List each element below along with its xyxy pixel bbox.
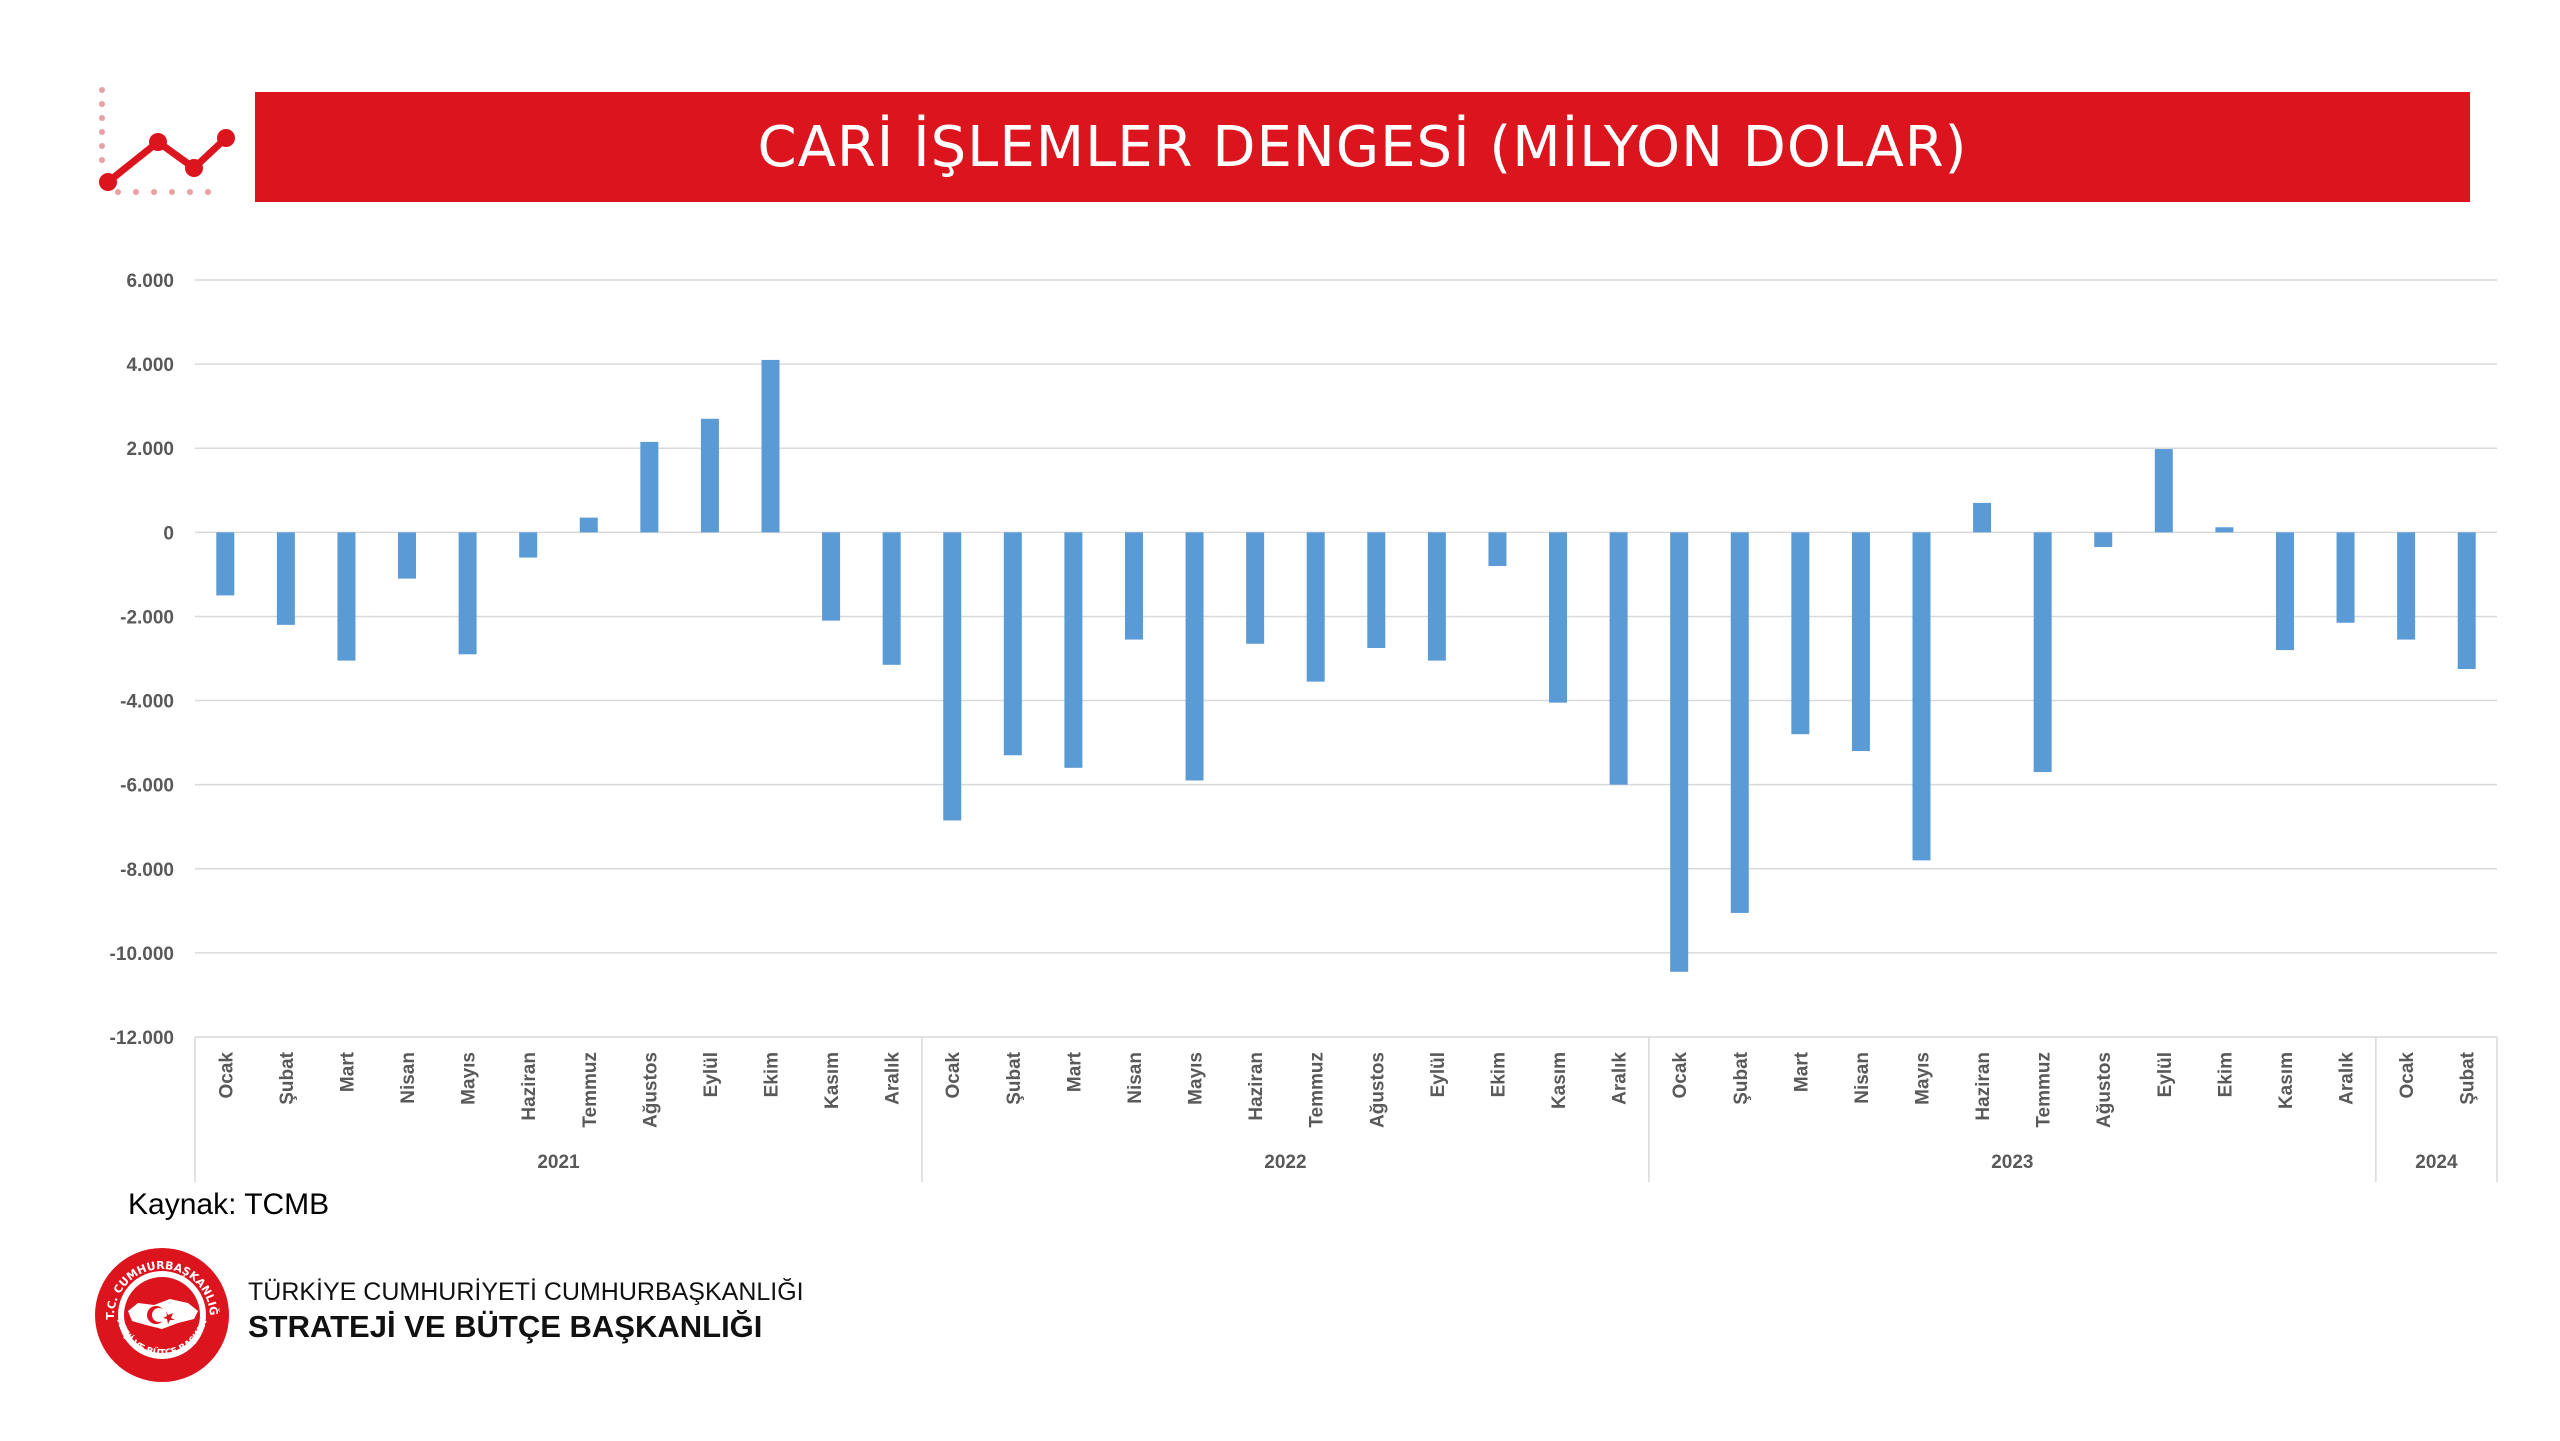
x-category-label: Kasım	[1549, 1052, 1570, 1109]
bar	[1367, 532, 1386, 648]
chart-title: CARİ İŞLEMLER DENGESİ (MİLYON DOLAR)	[757, 114, 1968, 180]
x-category-label: Kasım	[822, 1052, 843, 1109]
x-category-label: Ağustos	[1367, 1052, 1388, 1128]
y-tick-label: -10.000	[110, 944, 174, 965]
x-category-label: Aralık	[1610, 1052, 1631, 1105]
y-tick-label: 0	[163, 523, 174, 544]
bar	[1003, 532, 1022, 756]
x-category-label: Mayıs	[1186, 1052, 1207, 1105]
x-category-label: Aralık	[2337, 1052, 2358, 1105]
bar	[276, 532, 295, 625]
bar	[1185, 532, 1204, 781]
y-tick-label: 6.000	[126, 271, 174, 292]
x-category-label: Ocak	[1670, 1052, 1691, 1099]
bar	[2033, 532, 2052, 773]
x-category-label: Aralık	[883, 1052, 904, 1105]
org-name-line2: STRATEJİ VE BÜTÇE BAŞKANLIĞI	[248, 1309, 763, 1344]
y-tick-label: -6.000	[120, 776, 174, 797]
x-category-label: Mart	[1791, 1051, 1812, 1092]
x-category-label: Temmuz	[1307, 1052, 1328, 1128]
x-category-label: Mayıs	[1913, 1052, 1934, 1105]
x-category-label: Ağustos	[2094, 1052, 2115, 1128]
bar	[579, 517, 598, 533]
x-category-label: Şubat	[277, 1051, 298, 1104]
bar	[2094, 532, 2113, 548]
x-category-label: Şubat	[2458, 1051, 2479, 1104]
bar	[1488, 532, 1507, 566]
bar	[1851, 532, 1870, 752]
x-category-label: Ocak	[216, 1052, 237, 1099]
bar	[1427, 532, 1446, 661]
bar	[2457, 532, 2476, 670]
bar	[1549, 532, 1568, 703]
bar	[337, 532, 356, 661]
source-note: Kaynak: TCMB	[128, 1188, 330, 1221]
x-category-label: Haziran	[519, 1052, 540, 1121]
bar	[1609, 532, 1628, 785]
x-category-label: Ekim	[2215, 1052, 2236, 1097]
bar	[1124, 532, 1143, 640]
bar	[2336, 532, 2355, 623]
bar	[2215, 527, 2234, 533]
bar	[1973, 502, 1992, 533]
bar	[216, 532, 235, 596]
bar	[398, 532, 417, 579]
x-category-label: Şubat	[1731, 1051, 1752, 1104]
x-category-label: Mart	[1064, 1051, 1085, 1092]
bar	[943, 532, 962, 821]
x-category-label: Ekim	[1488, 1052, 1509, 1097]
x-group-label: 2023	[1991, 1152, 2033, 1173]
x-category-label: Ağustos	[640, 1052, 661, 1128]
y-tick-label: -8.000	[120, 860, 174, 881]
bar	[1246, 532, 1265, 644]
x-category-label: Nisan	[398, 1052, 419, 1104]
y-tick-label: 2.000	[126, 439, 174, 460]
bar	[1670, 532, 1689, 972]
y-tick-label: -2.000	[120, 607, 174, 628]
x-category-label: Temmuz	[2034, 1052, 2055, 1128]
bar	[2275, 532, 2294, 651]
bar	[822, 532, 841, 621]
bar	[458, 532, 477, 655]
org-name-line1: TÜRKİYE CUMHURİYETİ CUMHURBAŞKANLIĞI	[248, 1278, 804, 1306]
x-category-label: Eylül	[1428, 1052, 1449, 1097]
x-category-label: Ekim	[762, 1052, 783, 1097]
y-tick-label: 4.000	[126, 355, 174, 376]
y-tick-label: -4.000	[120, 692, 174, 713]
bar	[2397, 532, 2416, 640]
x-category-label: Ocak	[2397, 1052, 2418, 1099]
x-category-label: Kasım	[2276, 1052, 2297, 1109]
x-category-label: Eylül	[701, 1052, 722, 1097]
title-banner: CARİ İŞLEMLER DENGESİ (MİLYON DOLAR)	[255, 92, 2470, 202]
x-category-label: Temmuz	[580, 1052, 601, 1128]
x-category-label: Eylül	[2155, 1052, 2176, 1097]
x-group-label: 2022	[1264, 1152, 1306, 1173]
bar	[2154, 449, 2173, 533]
y-tick-label: -12.000	[110, 1028, 174, 1049]
x-category-label: Haziran	[1246, 1052, 1267, 1121]
x-category-label: Ocak	[943, 1052, 964, 1099]
bar	[640, 441, 659, 533]
x-category-label: Mart	[337, 1051, 358, 1092]
x-category-label: Nisan	[1125, 1052, 1146, 1104]
presidency-emblem-icon: T.C. CUMHURBAŞKANLIĞI STRATEJİ VE BÜTÇE …	[92, 1245, 229, 1382]
bar	[1791, 532, 1810, 735]
trend-line-icon	[99, 87, 235, 195]
bar	[761, 359, 780, 533]
x-category-label: Nisan	[1852, 1052, 1873, 1104]
x-category-label: Haziran	[1973, 1052, 1994, 1121]
x-category-label: Mayıs	[459, 1052, 480, 1105]
bar	[1064, 532, 1083, 768]
x-category-label: Şubat	[1004, 1051, 1025, 1104]
bar	[1730, 532, 1749, 913]
bar	[882, 532, 901, 665]
x-group-label: 2021	[537, 1152, 580, 1173]
bar	[1306, 532, 1325, 682]
x-group-label: 2024	[2415, 1152, 2458, 1173]
bar	[700, 418, 719, 533]
bar	[519, 532, 538, 558]
bar	[1912, 532, 1931, 861]
